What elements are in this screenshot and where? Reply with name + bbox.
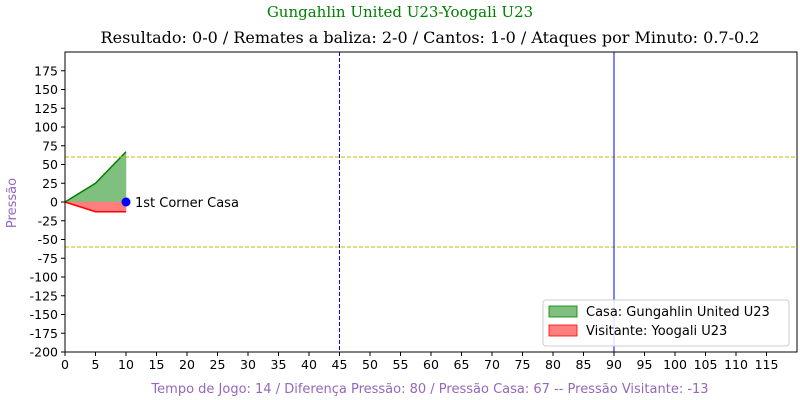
x-tick-label-0: 0 [61, 357, 69, 372]
y-tick-label-1: -175 [30, 326, 58, 341]
legend-box [542, 299, 790, 347]
chart-subtitle: Resultado: 0-0 / Remates a baliza: 2-0 /… [101, 28, 760, 47]
x-tick-label-1: 5 [92, 357, 100, 372]
x-tick-label-16: 80 [545, 357, 561, 372]
series-area-1 [64, 201, 127, 212]
legend-label-1: Visitante: Yoogali U23 [586, 324, 727, 339]
y-tick-label-2: -150 [30, 307, 58, 322]
x-tick-label-18: 90 [606, 357, 622, 372]
series-line-1 [64, 201, 126, 213]
x-tick-label-7: 35 [271, 357, 287, 372]
chart-title: Gungahlin United U23-Yoogali U23 [267, 3, 533, 21]
x-tick-label-5: 25 [210, 357, 226, 372]
legend: Casa: Gungahlin United U23 Visitante: Yoo… [542, 299, 790, 347]
x-tick-label-12: 60 [423, 357, 439, 372]
y-tick-label-4: -100 [30, 270, 58, 285]
legend-label-0: Casa: Gungahlin United U23 [586, 305, 770, 320]
x-tick-label-23: 115 [755, 357, 779, 372]
y-tick-label-15: 175 [34, 63, 58, 78]
y-tick-label-13: 125 [34, 101, 58, 116]
annotation-label-0: 1st Corner Casa [135, 196, 239, 211]
y-tick-label-0: -200 [30, 345, 58, 360]
x-tick-label-4: 20 [179, 357, 195, 372]
y-tick-label-3: -125 [30, 288, 58, 303]
x-tick-label-11: 55 [393, 357, 409, 372]
x-tick-label-19: 95 [637, 357, 653, 372]
legend-swatch-1 [548, 324, 578, 337]
series-line-0 [64, 151, 127, 203]
x-tick-label-21: 105 [694, 357, 718, 372]
x-tick-label-2: 10 [118, 357, 134, 372]
y-tick-label-5: -75 [38, 251, 58, 266]
y-tick-label-12: 100 [34, 120, 58, 135]
plot-area: 1st Corner Casa 0 5 10 15 20 25 30 35 40 45 50 55 60 6… [30, 51, 798, 372]
x-tick-label-14: 70 [484, 357, 500, 372]
y-tick-label-7: -25 [38, 213, 58, 228]
x-axis-label: Tempo de Jogo: 14 / Diferença Pressão: 8… [150, 382, 708, 397]
x-tick-label-15: 75 [515, 357, 531, 372]
y-tick-label-8: 0 [50, 195, 58, 210]
x-tick-label-6: 30 [240, 357, 256, 372]
series-area-0 [64, 151, 127, 203]
y-tick-label-6: -50 [38, 232, 58, 247]
y-tick-label-14: 150 [34, 82, 58, 97]
annotation-marker-0 [121, 197, 131, 207]
y-tick-label-9: 25 [42, 176, 58, 191]
y-axis-label: Pressão [5, 178, 20, 228]
x-tick-label-22: 110 [724, 357, 748, 372]
x-tick-label-20: 100 [663, 357, 687, 372]
x-tick-label-13: 65 [454, 357, 470, 372]
y-tick-label-10: 50 [42, 157, 58, 172]
x-tick-label-3: 15 [149, 357, 165, 372]
x-tick-label-9: 45 [332, 357, 348, 372]
x-tick-label-8: 40 [301, 357, 317, 372]
legend-swatch-0 [548, 305, 578, 318]
x-tick-label-17: 85 [576, 357, 592, 372]
x-tick-label-10: 50 [362, 357, 378, 372]
y-tick-label-11: 75 [42, 138, 58, 153]
